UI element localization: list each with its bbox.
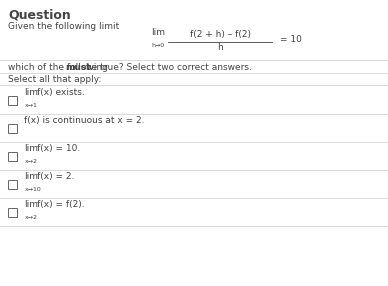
Text: be true? Select two correct answers.: be true? Select two correct answers. (83, 63, 252, 72)
Bar (8, 152, 17, 160)
Text: f(x) exists.: f(x) exists. (37, 88, 85, 97)
Text: x→2: x→2 (25, 215, 38, 220)
Text: f(x) = f(2).: f(x) = f(2). (37, 200, 85, 209)
Text: lim: lim (151, 28, 165, 37)
Text: = 10: = 10 (280, 35, 302, 45)
Bar (8, 96, 17, 104)
Text: Given the following limit: Given the following limit (8, 22, 119, 31)
Text: lim: lim (24, 200, 38, 209)
Text: lim: lim (24, 144, 38, 153)
Text: f(x) is continuous at x = 2.: f(x) is continuous at x = 2. (24, 116, 144, 125)
Text: f(x) = 10.: f(x) = 10. (37, 144, 80, 153)
Text: must: must (65, 63, 91, 72)
Text: h: h (217, 43, 223, 52)
Text: which of the following: which of the following (8, 63, 111, 72)
Text: f(x) = 2.: f(x) = 2. (37, 172, 74, 181)
Bar (8, 208, 17, 217)
Text: h→0: h→0 (151, 43, 165, 48)
Text: x→2: x→2 (25, 159, 38, 164)
Text: x→10: x→10 (25, 187, 42, 192)
Text: lim: lim (24, 172, 38, 181)
Text: f(2 + h) – f(2): f(2 + h) – f(2) (189, 30, 251, 39)
Bar (8, 180, 17, 188)
Text: lim: lim (24, 88, 38, 97)
Text: x→1: x→1 (25, 103, 38, 108)
Text: Question: Question (8, 8, 71, 21)
Bar (8, 124, 17, 132)
Text: Select all that apply:: Select all that apply: (8, 75, 101, 84)
